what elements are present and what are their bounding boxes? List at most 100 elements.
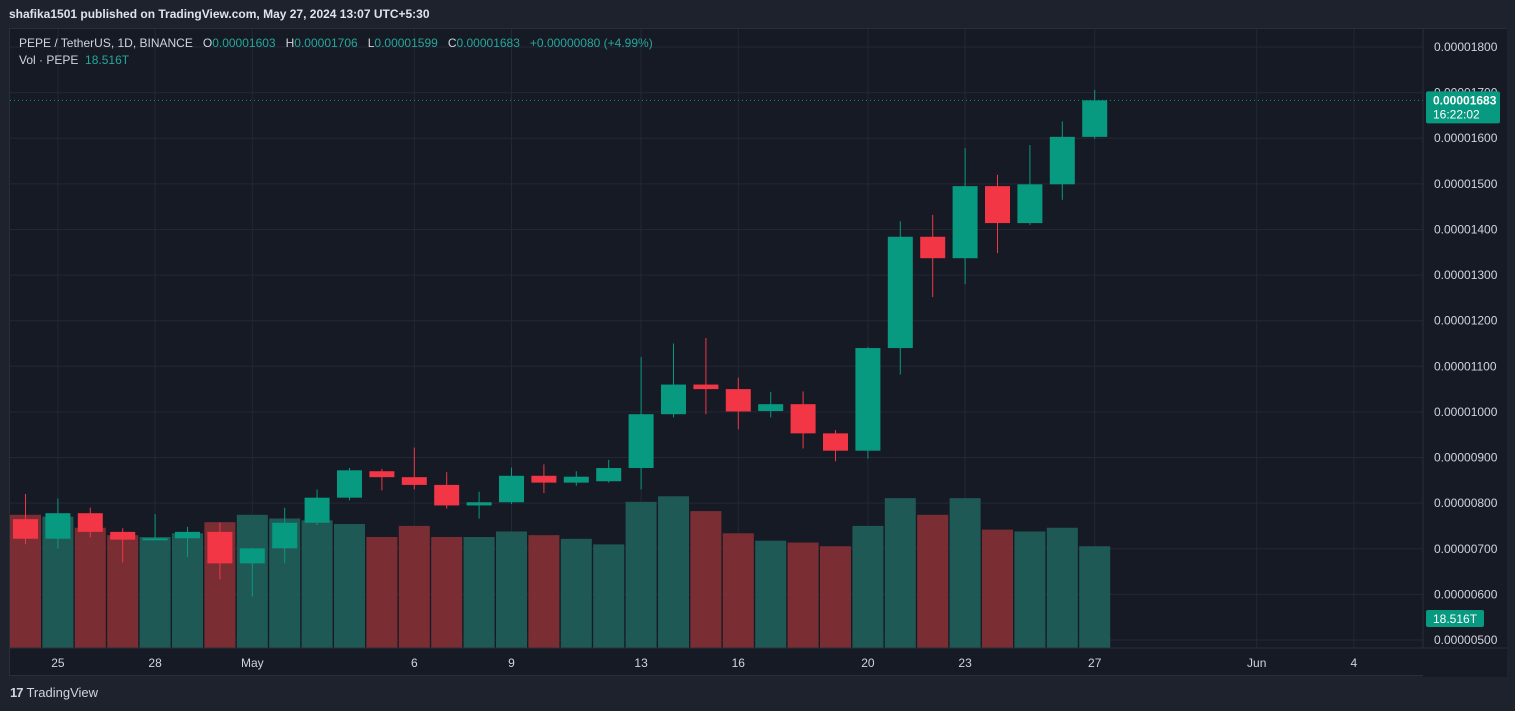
time-tick-label: 4 (1351, 656, 1358, 670)
volume-bar (625, 501, 657, 648)
volume-bar (1046, 527, 1078, 648)
volume-bars (10, 496, 1111, 648)
volume-bar (398, 525, 430, 648)
volume-bar (884, 498, 916, 648)
candle-body (531, 475, 557, 483)
volume-bar (852, 525, 884, 648)
volume-bar (949, 498, 981, 648)
candle-body (790, 404, 816, 434)
volume-badge-label: 18.516T (1433, 612, 1478, 626)
price-tick-label: 0.00001600 (1434, 131, 1498, 145)
legend-low-value: 0.00001599 (374, 36, 438, 50)
time-tick-label: 16 (732, 656, 746, 670)
tradingview-logo[interactable]: 17 TradingView (10, 685, 98, 700)
price-tick-label: 0.00001800 (1434, 40, 1498, 54)
time-axis-labels: 25 28 May 6 9 13 16 20 23 27 Jun 4 (51, 656, 1357, 670)
price-tick-label: 0.00001100 (1434, 359, 1497, 373)
legend-volume-label[interactable]: Vol · PEPE (19, 53, 79, 67)
candle-body (499, 475, 524, 503)
candle-body (110, 531, 136, 540)
volume-bar (463, 537, 495, 648)
price-tick-label: 0.00001300 (1434, 268, 1498, 282)
volume-bar (560, 538, 592, 648)
volume-bar (334, 524, 365, 648)
volume-bar (496, 531, 527, 648)
candle-body (1082, 100, 1108, 137)
volume-bar (722, 533, 754, 648)
footer: 17 TradingView (0, 676, 1515, 711)
time-tick-label: 25 (51, 656, 65, 670)
time-tick-label: 13 (634, 656, 648, 670)
candle-body (434, 484, 460, 506)
volume-bar (820, 546, 851, 648)
volume-bar (528, 535, 560, 648)
volume-bar (1014, 531, 1046, 648)
candle-body (887, 236, 913, 349)
candle-body (142, 538, 168, 541)
time-tick-label: 27 (1088, 656, 1102, 670)
volume-bar (139, 537, 171, 648)
published-text: shafika1501 published on TradingView.com… (9, 7, 430, 21)
volume-bar (755, 540, 787, 648)
price-tick-label: 0.00001500 (1434, 177, 1498, 191)
time-tick-label: 6 (411, 656, 418, 670)
volume-bar (366, 537, 398, 648)
volume-bar (917, 514, 949, 648)
candle-body (952, 186, 978, 259)
candle-body (661, 384, 686, 415)
candle-body (693, 384, 719, 390)
candle-body (596, 468, 622, 482)
volume-bar (74, 527, 106, 648)
candle-body (1017, 184, 1043, 224)
price-tick-label: 0.00001000 (1434, 405, 1498, 419)
volume-badge: 18.516T (1426, 610, 1484, 627)
candle-body (1049, 136, 1075, 185)
candle-body (239, 548, 265, 564)
time-tick-label: 28 (148, 656, 162, 670)
volume-bar (593, 544, 625, 648)
legend-ohlc-row: PEPE / TetherUS, 1D, BINANCE O0.00001603… (19, 35, 653, 52)
volume-bar (301, 520, 333, 648)
candle-body (304, 497, 330, 523)
candle-body (985, 186, 1010, 224)
published-header: shafika1501 published on TradingView.com… (0, 0, 1515, 28)
chart-legend: PEPE / TetherUS, 1D, BINANCE O0.00001603… (19, 35, 653, 69)
time-tick-label: 23 (958, 656, 972, 670)
legend-low-label: L (367, 36, 375, 50)
candle-body (628, 414, 654, 469)
candle-body (466, 502, 492, 506)
chart-frame[interactable]: 0.000018000.000017000.000016000.00001500… (9, 28, 1507, 677)
volume-bar (982, 529, 1013, 648)
countdown-label: 16:22:02 (1433, 107, 1480, 121)
legend-high-value: 0.00001706 (294, 36, 358, 50)
price-tick-label: 0.00000800 (1434, 496, 1498, 510)
candles (13, 89, 1108, 597)
volume-badge-bg (1426, 610, 1484, 627)
candle-body (77, 513, 103, 532)
legend-close-value: 0.00001683 (456, 36, 520, 50)
legend-high-label: H (285, 36, 295, 50)
tradingview-logo-text: TradingView (26, 685, 99, 700)
legend-volume-value: 18.516T (85, 53, 130, 67)
price-tick-label: 0.00000500 (1434, 633, 1498, 647)
legend-open-label: O (202, 36, 213, 50)
legend-symbol[interactable]: PEPE / TetherUS, 1D, BINANCE (19, 36, 193, 50)
price-tick-label: 0.00001200 (1434, 314, 1498, 328)
candle-body (920, 236, 946, 259)
legend-change: +0.00000080 (+4.99%) (529, 36, 653, 50)
candle-body (272, 522, 298, 549)
time-tick-label: Jun (1247, 656, 1266, 670)
candle-body (758, 404, 784, 412)
candlestick-chart[interactable]: 0.000018000.000017000.000016000.00001500… (10, 29, 1507, 677)
candle-body (337, 470, 362, 498)
volume-bar (690, 511, 722, 648)
price-tick-label: 0.00000700 (1434, 542, 1498, 556)
time-tick-label: 20 (861, 656, 875, 670)
legend-open-value: 0.00001603 (212, 36, 276, 50)
candle-body (563, 476, 589, 483)
candle-body (13, 519, 38, 539)
price-tick-label: 0.00001400 (1434, 222, 1498, 236)
volume-bar (658, 496, 689, 648)
price-tick-label: 0.00000900 (1434, 451, 1498, 465)
